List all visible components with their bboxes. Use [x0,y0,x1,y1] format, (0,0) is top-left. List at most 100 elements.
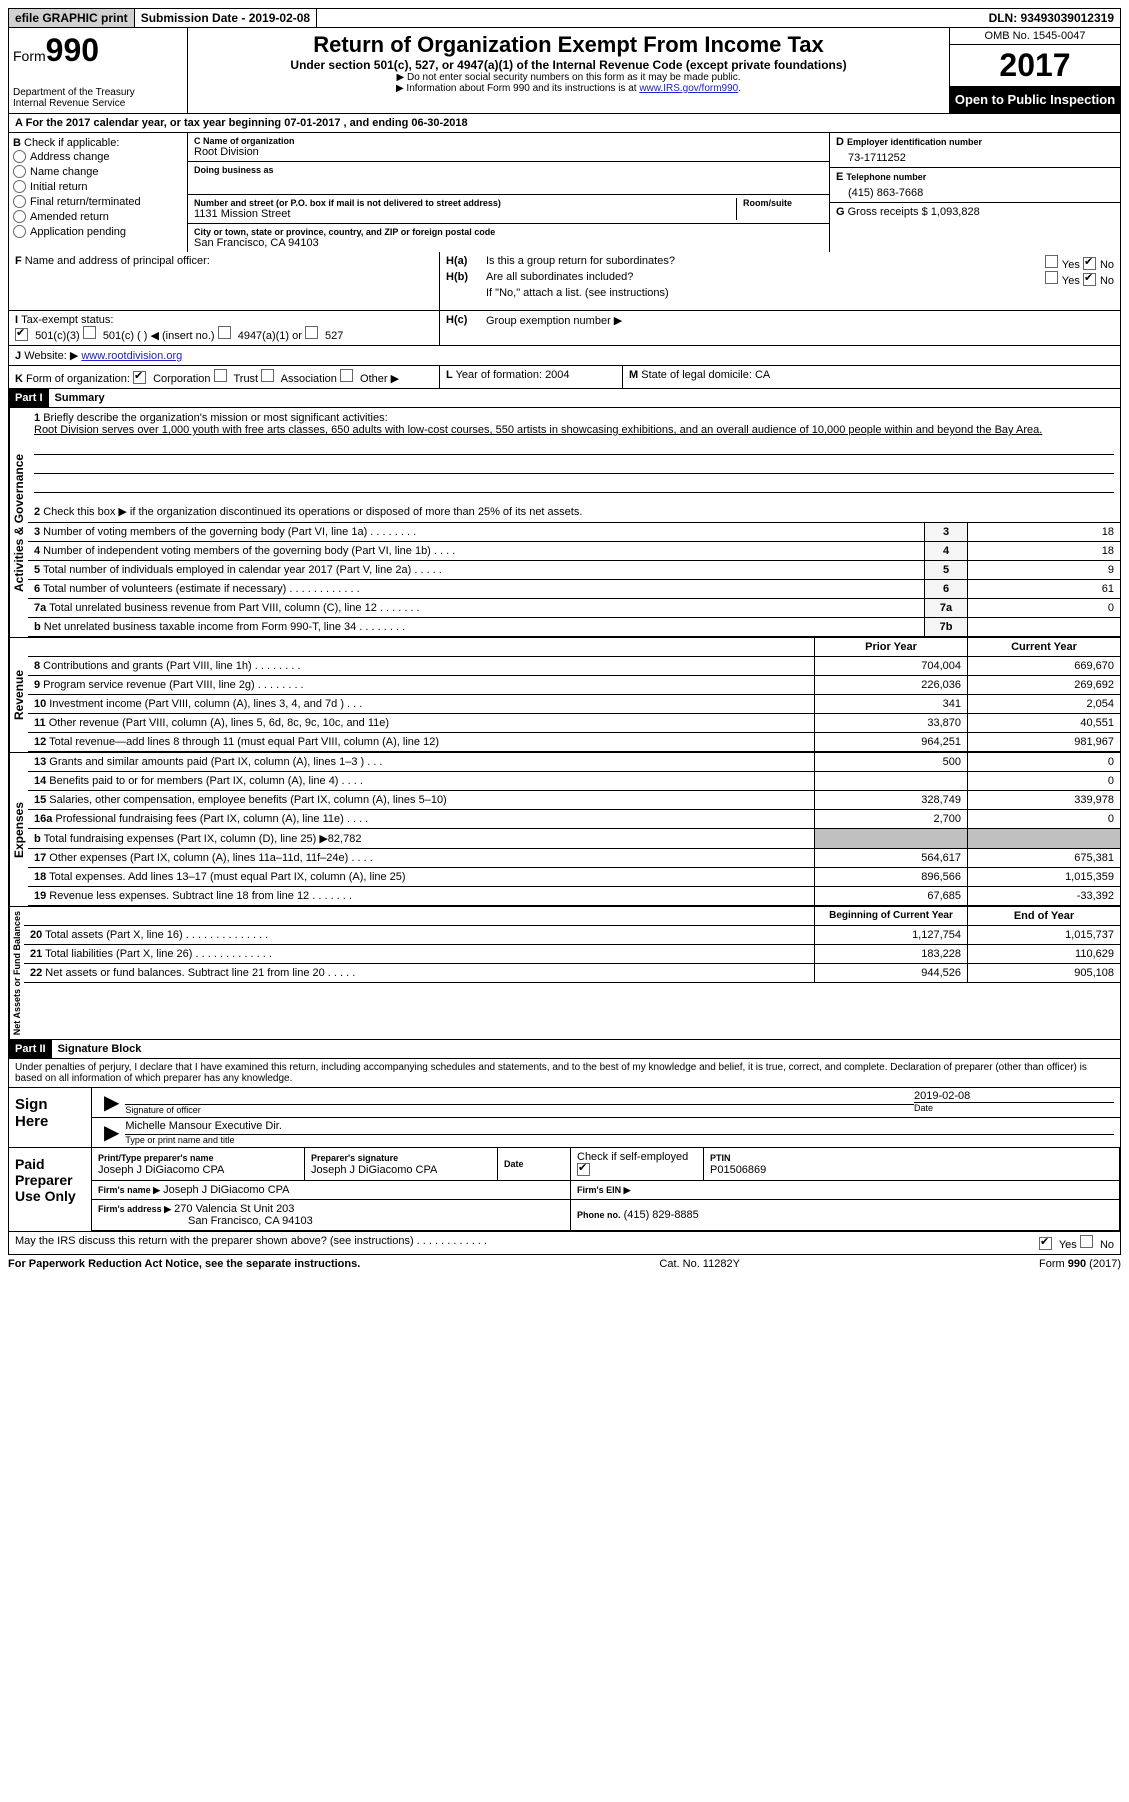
line-5-value: 9 [968,561,1121,580]
chk-trust[interactable] [214,369,227,382]
h-a-question: Is this a group return for subordinates? [486,255,1045,271]
chk-name-change[interactable] [13,165,26,178]
subtitle: Under section 501(c), 527, or 4947(a)(1)… [192,58,945,72]
chk-hb-no[interactable] [1083,273,1096,286]
dba-label: Doing business as [194,165,823,175]
note-info: ▶ Information about Form 990 and its ins… [192,83,945,94]
chk-501c3[interactable] [15,328,28,341]
main-title: Return of Organization Exempt From Incom… [192,32,945,58]
row-a-tax-year: A For the 2017 calendar year, or tax yea… [9,114,1120,133]
form-footer: Form 990 (2017) [1039,1258,1121,1270]
line-22-eoy: 905,108 [968,964,1121,983]
telephone: (415) 863-7668 [836,183,1114,199]
principal-officer-label: Name and address of principal officer: [25,255,210,267]
city-state-zip: San Francisco, CA 94103 [194,237,823,249]
chk-association[interactable] [261,369,274,382]
open-to-public: Open to Public Inspection [950,86,1120,113]
line-4-value: 18 [968,542,1121,561]
line-9-current: 269,692 [968,676,1121,695]
dept-treasury: Department of the Treasury [13,87,183,98]
form-number: Form990 [13,32,183,69]
penalty-declaration: Under penalties of perjury, I declare th… [8,1059,1121,1088]
h-b-question: Are all subordinates included? [486,271,1045,287]
line-12-prior: 964,251 [815,733,968,752]
chk-other[interactable] [340,369,353,382]
irs-label: Internal Revenue Service [13,98,183,109]
part-ii-header: Part II [9,1040,52,1058]
line-13-current: 0 [968,753,1121,772]
line-7a-value: 0 [968,599,1121,618]
h-c-label: Group exemption number ▶ [486,314,622,327]
website-link[interactable]: www.rootdivision.org [81,350,182,362]
line-18-prior: 896,566 [815,868,968,887]
chk-501c[interactable] [83,326,96,339]
chk-initial-return[interactable] [13,180,26,193]
sig-officer-label: Signature of officer [125,1105,914,1115]
firm-address: 270 Valencia St Unit 203 [174,1203,294,1215]
line-8-prior: 704,004 [815,657,968,676]
signature-date: 2019-02-08 [914,1090,1114,1102]
org-name: Root Division [194,146,823,158]
chk-address-change[interactable] [13,150,26,163]
efile-print-button[interactable]: efile GRAPHIC print [9,9,135,27]
sign-here-label: Sign Here [9,1088,92,1147]
topbar: efile GRAPHIC print Submission Date - 20… [8,8,1121,28]
line-14-current: 0 [968,772,1121,791]
line-21-eoy: 110,629 [968,945,1121,964]
col-current-year: Current Year [968,638,1121,657]
firm-city: San Francisco, CA 94103 [98,1215,313,1227]
city-label: City or town, state or province, country… [194,227,823,237]
line-22-boy: 944,526 [815,964,968,983]
line-3-value: 18 [968,523,1121,542]
line-6-value: 61 [968,580,1121,599]
chk-527[interactable] [305,326,318,339]
chk-corporation[interactable] [133,371,146,384]
chk-ha-yes[interactable] [1045,255,1058,268]
chk-final-return[interactable] [13,195,26,208]
room-label: Room/suite [743,198,823,208]
dln: DLN: 93493039012319 [983,9,1120,27]
line-17-prior: 564,617 [815,849,968,868]
preparer-name: Joseph J DiGiacomo CPA [98,1164,224,1176]
ein: 73-1711252 [836,148,1114,164]
chk-amended-return[interactable] [13,210,26,223]
discuss-question: May the IRS discuss this return with the… [15,1235,1039,1251]
line-2-text: Check this box ▶ if the organization dis… [43,506,582,518]
part-ii-title: Signature Block [52,1040,148,1058]
line-8-current: 669,670 [968,657,1121,676]
year-formation: 2004 [545,369,569,381]
line-14-prior [815,772,968,791]
line-17-current: 675,381 [968,849,1121,868]
note-ssn: ▶ Do not enter social security numbers o… [192,72,945,83]
line-18-current: 1,015,359 [968,868,1121,887]
chk-hb-yes[interactable] [1045,271,1058,284]
chk-discuss-yes[interactable] [1039,1237,1052,1250]
line-21-boy: 183,228 [815,945,968,964]
chk-ha-no[interactable] [1083,257,1096,270]
line-19-prior: 67,685 [815,887,968,906]
part-i-title: Summary [49,389,111,407]
chk-discuss-no[interactable] [1080,1235,1093,1248]
mission-label: Briefly describe the organization's miss… [43,412,387,424]
form-header: Form990 Department of the Treasury Inter… [8,28,1121,114]
line-16a-current: 0 [968,810,1121,829]
mission-text: Root Division serves over 1,000 youth wi… [34,424,1042,436]
line-16a-prior: 2,700 [815,810,968,829]
line-15-current: 339,978 [968,791,1121,810]
chk-application-pending[interactable] [13,225,26,238]
date-label: Date [914,1102,1114,1113]
part-i-header: Part I [9,389,49,407]
officer-name: Michelle Mansour Executive Dir. [125,1120,1114,1135]
arrow-icon: ▶ [98,1120,125,1145]
line-11-prior: 33,870 [815,714,968,733]
line-13-prior: 500 [815,753,968,772]
preparer-signature: Joseph J DiGiacomo CPA [311,1164,437,1176]
ptin: P01506869 [710,1164,766,1176]
irs-form990-link[interactable]: www.IRS.gov/form990 [639,83,738,94]
legal-domicile: CA [755,369,770,381]
chk-self-employed[interactable] [577,1163,590,1176]
col-b-checkboxes: B Check if applicable: Address change Na… [9,133,188,252]
gross-receipts: 1,093,828 [931,206,980,218]
side-label-activities: Activities & Governance [9,408,28,637]
chk-4947[interactable] [218,326,231,339]
